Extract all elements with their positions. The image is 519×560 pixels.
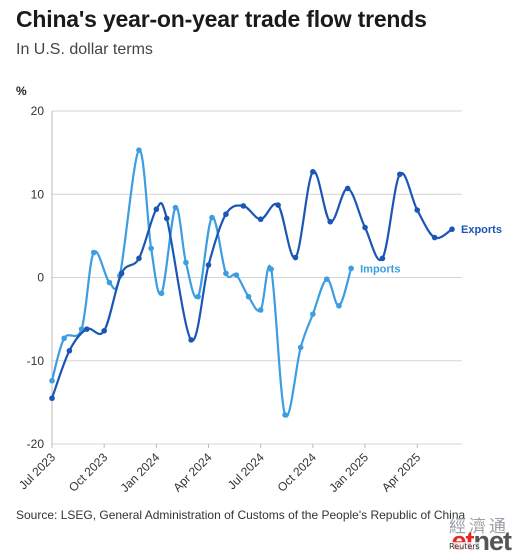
imports-point — [348, 265, 354, 272]
imports-point — [61, 335, 67, 342]
imports-series-label: Imports — [360, 263, 400, 275]
exports-point — [292, 254, 299, 261]
exports-point — [223, 211, 229, 218]
y-tick-label: -10 — [27, 354, 45, 368]
y-tick-label: -20 — [27, 437, 45, 451]
y-tick-label: 0 — [37, 271, 44, 285]
y-tick-label: 20 — [31, 104, 45, 118]
exports-point — [205, 262, 212, 268]
x-tick-label: Jul 2023 — [16, 450, 58, 492]
imports-point — [297, 344, 304, 351]
exports-point — [188, 337, 194, 343]
imports-point — [310, 311, 316, 317]
imports-point — [336, 303, 342, 309]
exports-point — [240, 203, 247, 209]
imports-point — [209, 214, 215, 221]
x-tick-label: Apr 2024 — [170, 450, 215, 495]
y-axis-unit-label: % — [16, 84, 27, 98]
imports-point — [183, 259, 189, 266]
exports-point — [327, 218, 334, 225]
exports-point — [397, 171, 403, 178]
exports-point — [310, 168, 316, 175]
exports-point — [163, 215, 170, 222]
watermark-brand-net: net — [473, 526, 512, 556]
imports-point — [148, 245, 154, 252]
imports-point — [106, 279, 113, 286]
imports-point — [323, 276, 330, 282]
exports-point — [431, 234, 438, 241]
exports-point — [66, 347, 73, 354]
imports-point — [268, 266, 274, 272]
exports-series-label: Exports — [461, 224, 502, 236]
exports-point — [101, 327, 107, 334]
x-tick-label: Oct 2023 — [66, 450, 111, 495]
imports-point — [195, 293, 201, 300]
imports-line — [50, 149, 353, 418]
x-tick-label: Jan 2025 — [326, 450, 371, 495]
imports-point — [245, 293, 252, 300]
etnet-watermark-logo: 經濟通 etnet Reuters — [423, 512, 513, 558]
x-tick-label: Oct 2024 — [275, 450, 320, 495]
exports-point — [275, 202, 281, 208]
imports-point — [136, 147, 142, 153]
imports-point — [49, 377, 55, 384]
x-tick-label: Jan 2024 — [118, 450, 163, 495]
watermark-overlay-text: Reuters — [449, 542, 480, 551]
imports-point — [233, 272, 240, 278]
imports-point — [158, 290, 165, 297]
imports-point — [257, 307, 264, 313]
exports-point — [362, 224, 368, 231]
imports-point — [90, 249, 97, 256]
grid-layer — [52, 110, 462, 445]
exports-point — [344, 185, 351, 192]
exports-point — [449, 226, 455, 233]
y-tick-label: 10 — [31, 187, 45, 201]
imports-point — [172, 204, 179, 211]
x-tick-label: Jul 2024 — [225, 450, 267, 492]
exports-point — [379, 255, 386, 262]
exports-point — [257, 216, 264, 223]
watermark-chinese: 經濟通 — [449, 517, 509, 537]
imports-point — [282, 412, 288, 418]
exports-point — [118, 270, 125, 277]
series-layer — [49, 147, 455, 418]
exports-point — [414, 207, 421, 213]
chart-title: China's year-on-year trade flow trends — [16, 6, 427, 32]
x-tick-label: Apr 2025 — [379, 450, 424, 495]
exports-point — [49, 395, 55, 402]
watermark-brand-et: et — [451, 526, 474, 556]
source-note: Source: LSEG, General Administration of … — [16, 508, 466, 522]
chart-subtitle: In U.S. dollar terms — [16, 41, 153, 58]
exports-point — [136, 255, 142, 262]
exports-point — [83, 326, 90, 332]
exports-point — [153, 206, 160, 213]
label-layer: Imports Exports — [360, 224, 502, 275]
imports-point — [223, 270, 229, 277]
